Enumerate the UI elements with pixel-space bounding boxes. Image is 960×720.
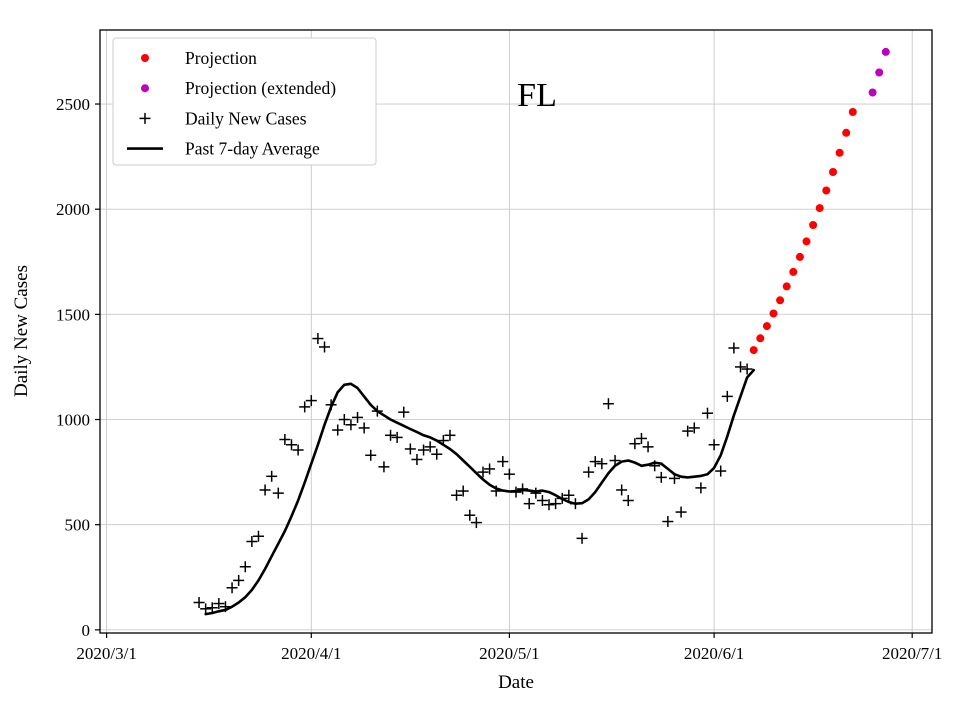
x-tick-label: 2020/3/1 xyxy=(76,644,136,663)
projection-dot xyxy=(756,334,765,343)
projection-extended-dot xyxy=(881,47,890,56)
legend-item-label: Projection (extended) xyxy=(185,78,336,98)
legend-item-label: Past 7-day Average xyxy=(185,139,320,159)
x-tick-label: 2020/7/1 xyxy=(882,644,942,663)
y-tick-label: 2500 xyxy=(56,95,90,114)
past-7day-average-line xyxy=(204,368,756,616)
legend-box xyxy=(112,37,377,166)
projection-dot xyxy=(776,296,785,305)
projection-dot xyxy=(848,108,857,116)
projection-dot xyxy=(822,186,831,195)
chart-title: FL xyxy=(517,77,557,114)
projection-dot xyxy=(829,168,837,176)
projection-dot xyxy=(789,267,798,276)
y-tick-label: 500 xyxy=(65,516,91,535)
projection-extended-dot xyxy=(868,88,877,97)
projection-dot xyxy=(842,128,851,137)
legend-item-label: Daily New Cases xyxy=(185,108,307,128)
projection-dot xyxy=(749,346,758,355)
legend-item-label: Projection xyxy=(185,48,257,68)
projection-dot xyxy=(762,322,771,331)
x-axis-label: Date xyxy=(498,672,534,693)
plot-border xyxy=(99,29,933,634)
x-tick-label: 2020/6/1 xyxy=(684,644,744,663)
y-tick-label: 2000 xyxy=(56,200,90,219)
projection-dot xyxy=(769,309,778,318)
projection-dot xyxy=(782,282,791,291)
legend-dot-marker xyxy=(141,54,149,62)
legend: Projection Projection (extended) Daily New… xyxy=(112,37,377,166)
projection-dot xyxy=(802,237,811,246)
y-tick-label: 1500 xyxy=(56,305,90,324)
ticks-layer: 0 500 1000 1500 2000 2500 2020/3/1 2020/4/1 2020… xyxy=(56,95,942,663)
y-tick-label: 0 xyxy=(82,621,91,640)
projection-dot xyxy=(795,252,804,261)
y-axis-label: Daily New Cases xyxy=(11,265,32,397)
series-layer xyxy=(193,47,890,616)
projection-extended-dot xyxy=(875,68,884,77)
legend-dot-marker xyxy=(141,84,149,93)
x-tick-label: 2020/4/1 xyxy=(281,644,341,663)
y-tick-label: 1000 xyxy=(56,411,90,430)
x-tick-label: 2020/5/1 xyxy=(479,644,539,663)
projection-dot xyxy=(835,148,844,157)
projection-dot xyxy=(815,204,824,213)
projection-dot xyxy=(809,221,818,229)
